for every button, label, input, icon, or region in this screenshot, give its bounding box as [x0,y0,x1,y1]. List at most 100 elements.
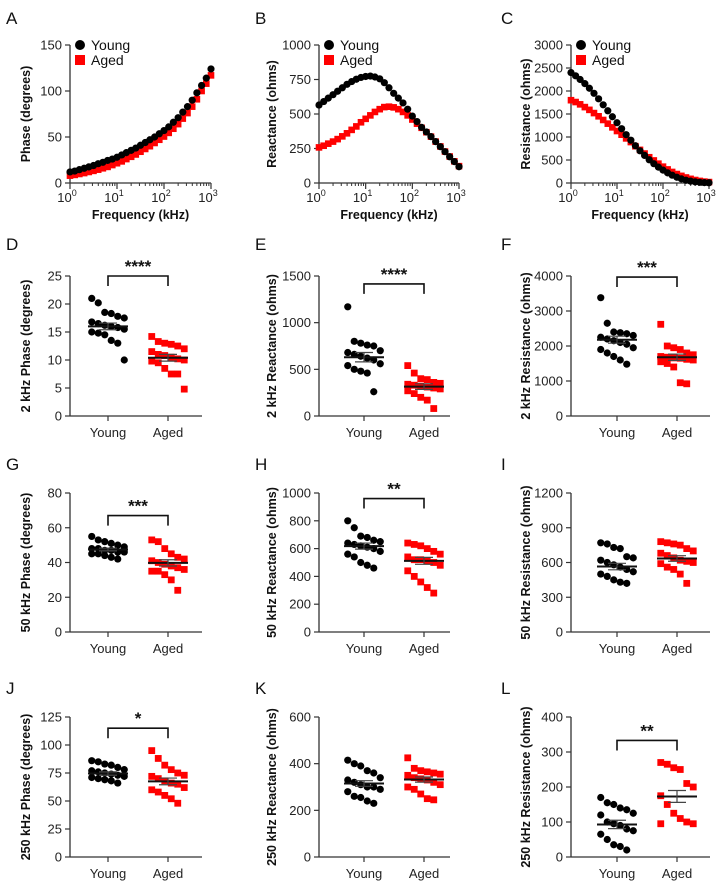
data-point [610,576,618,584]
data-point [663,563,671,571]
data-point [174,120,182,128]
data-point [88,773,96,782]
data-point [180,566,188,573]
data-point [118,158,126,165]
data-point [107,539,115,547]
data-point [357,367,365,375]
data-point [148,333,156,340]
data-point [670,363,678,371]
y-tick-label: 0 [304,625,311,640]
data-point [167,550,175,558]
data-point [450,158,458,166]
x-axis-title: Frequency (kHz) [340,208,437,222]
data-point [616,842,624,851]
data-point [622,131,630,139]
data-point [399,108,407,116]
panel-l: L 0 100 200 300 400 250 kHz Resistance (ohms) Y… [501,679,710,881]
y-tick-label: 250 [289,141,311,156]
data-point [71,171,79,179]
legend-young-marker [75,40,85,50]
data-point [174,769,182,777]
data-point [148,348,156,355]
data-point [683,545,691,552]
data-point [404,380,412,388]
data-point [188,103,196,110]
data-point [151,139,158,147]
x-tick-label: 103 [696,188,715,205]
data-point [436,561,444,569]
data-point [636,147,644,155]
data-point [599,101,607,109]
x-axis-title: Frequency (kHz) [591,208,688,222]
y-tick-label: 300 [541,745,563,760]
data-point [148,747,156,754]
data-point [370,564,378,572]
data-point [430,778,438,786]
data-point [180,385,188,393]
x-tick-base: 10 [353,190,367,205]
data-point [357,532,365,540]
x-tick-label: Aged [662,425,692,440]
data-point [165,129,173,137]
y-tick-label: 600 [289,541,311,556]
data-point [390,104,397,111]
y-tick-label: 50 [48,130,62,145]
y-tick-label: 1000 [534,130,563,145]
data-point [676,379,684,387]
panel-label: G [6,455,19,474]
y-tick-label: 100 [40,738,62,753]
x-tick-base: 10 [104,190,118,205]
data-point [417,375,425,383]
data-point [148,567,156,575]
data-point [174,780,182,788]
data-point [154,567,162,575]
y-tick-label: 1000 [282,486,311,501]
data-point [107,761,115,769]
y-axis-title: Phase (degrees) [19,66,33,163]
data-point [404,567,412,575]
data-point [160,133,168,140]
data-point [670,809,678,817]
data-point [430,405,438,412]
data-point [623,330,631,338]
data-point [597,345,605,354]
data-point [101,308,109,316]
data-point [381,103,388,111]
x-tick-label: Aged [662,866,692,881]
y-tick-label: 400 [541,710,563,725]
data-point [174,586,182,594]
significance-stars: ** [387,480,401,499]
data-point [207,65,215,73]
data-point [581,103,589,111]
panel-label: I [501,455,506,474]
data-point [104,163,111,171]
data-point [101,538,109,546]
data-point [689,820,697,828]
data-point [616,545,624,553]
data-point [422,128,430,136]
data-point [80,169,88,177]
series-young [66,65,215,176]
data-point [597,294,605,302]
y-tick-label: 15 [48,325,62,340]
data-point [676,346,684,353]
y-tick-label: 0 [55,625,62,640]
data-point [385,84,393,92]
group-young [88,532,128,563]
data-point [170,125,177,133]
y-tick-label: 200 [541,780,563,795]
y-tick-label: 20 [48,590,62,605]
data-point [88,757,96,765]
y-tick-label: 4000 [534,269,563,284]
data-point [94,299,102,307]
y-tick-label: 150 [40,38,62,53]
significance-bracket [107,514,169,526]
data-point [167,779,175,787]
data-point [663,760,671,768]
data-point [603,319,611,327]
x-axis-title: Frequency (kHz) [92,208,189,222]
data-point [101,331,109,339]
y-tick-label: 1200 [534,486,563,501]
data-point [350,365,358,373]
data-point [395,105,402,113]
